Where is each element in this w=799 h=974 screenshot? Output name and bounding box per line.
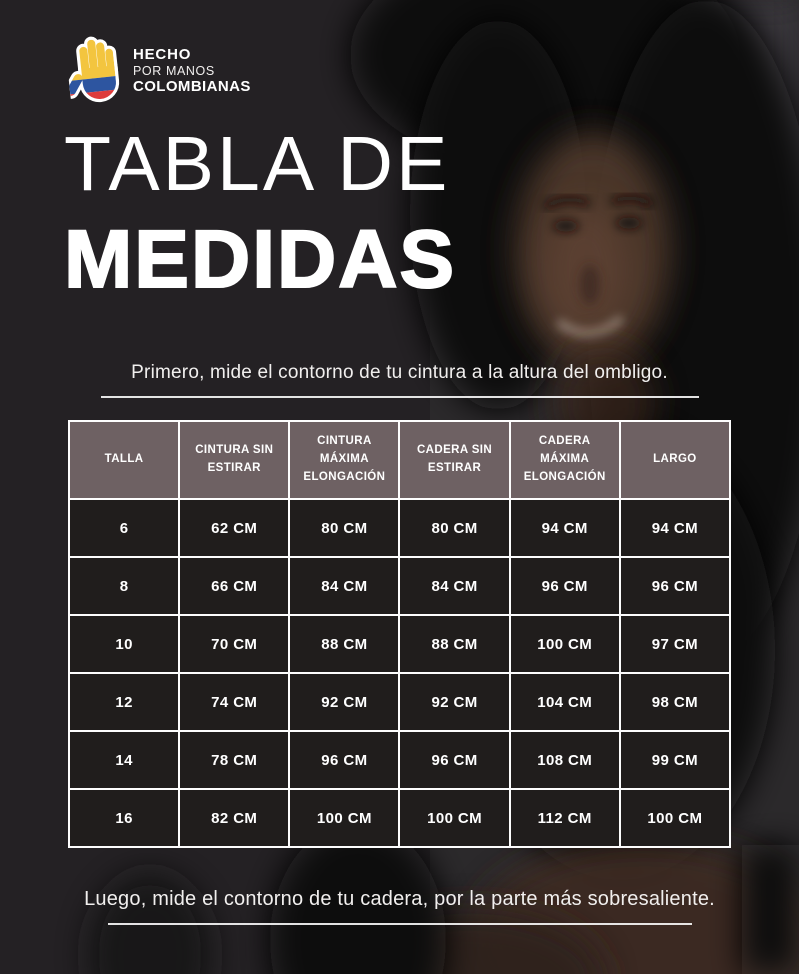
cell-value: 97 CM <box>618 614 732 674</box>
cell-value: 66 CM <box>178 556 291 616</box>
cell-value: 84 CM <box>398 556 511 616</box>
cell-value: 92 CM <box>288 672 401 732</box>
divider-line <box>107 923 692 925</box>
cell-value: 84 CM <box>288 556 401 616</box>
cell-size: 6 <box>67 498 181 558</box>
column-header-talla: TALLA <box>67 420 181 500</box>
table-row-size-12: 12 74 CM 92 CM 92 CM 104 CM 98 CM <box>67 672 732 732</box>
cell-value: 92 CM <box>398 672 511 732</box>
cell-value: 98 CM <box>618 672 732 732</box>
cell-value: 112 CM <box>508 788 621 848</box>
cell-value: 96 CM <box>398 730 511 790</box>
table-row-size-14: 14 78 CM 96 CM 96 CM 108 CM 99 CM <box>67 730 732 790</box>
cell-value: 62 CM <box>178 498 291 558</box>
cell-value: 78 CM <box>178 730 291 790</box>
brand-logo: HECHO POR MANOS COLOMBIANAS <box>64 32 251 110</box>
cell-size: 8 <box>67 556 181 616</box>
column-header-cintura-sin-estirar: CINTURA SIN ESTIRAR <box>178 420 291 500</box>
column-header-cadera-maxima-elongacion: CADERA MÁXIMA ELONGACIÓN <box>508 420 621 500</box>
cell-value: 88 CM <box>398 614 511 674</box>
column-header-largo: LARGO <box>618 420 732 500</box>
cell-value: 82 CM <box>178 788 291 848</box>
waist-instruction-text: Primero, mide el contorno de tu cintura … <box>131 362 668 383</box>
divider-line <box>100 396 699 398</box>
cell-value: 104 CM <box>508 672 621 732</box>
cell-value: 100 CM <box>618 788 732 848</box>
cell-value: 80 CM <box>288 498 401 558</box>
hand-colombian-flag-icon <box>64 36 120 103</box>
table-row-size-6: 6 62 CM 80 CM 80 CM 94 CM 94 CM <box>67 498 732 558</box>
size-table-container: TALLA CINTURA SIN ESTIRAR CINTURA MÁXIMA… <box>67 420 732 848</box>
header-row: TALLA CINTURA SIN ESTIRAR CINTURA MÁXIMA… <box>67 420 732 500</box>
cell-size: 16 <box>67 788 181 848</box>
cell-value: 100 CM <box>508 614 621 674</box>
table-row-size-8: 8 66 CM 84 CM 84 CM 96 CM 96 CM <box>67 556 732 616</box>
cell-value: 88 CM <box>288 614 401 674</box>
brand-name-line2: POR MANOS <box>133 63 215 78</box>
cell-value: 74 CM <box>178 672 291 732</box>
brand-name-line1: HECHO <box>133 46 192 64</box>
table-row-size-16: 16 82 CM 100 CM 100 CM 112 CM 100 CM <box>67 788 732 848</box>
hip-instruction: Luego, mide el contorno de tu cadera, po… <box>0 888 799 925</box>
cell-size: 12 <box>67 672 181 732</box>
column-header-cadera-sin-estirar: CADERA SIN ESTIRAR <box>398 420 511 500</box>
cell-size: 10 <box>67 614 181 674</box>
page-title: TABLA DE MEDIDAS <box>63 121 457 305</box>
brand-name: HECHO POR MANOS COLOMBIANAS <box>133 46 251 95</box>
cell-value: 100 CM <box>288 788 401 848</box>
hip-instruction-text: Luego, mide el contorno de tu cadera, po… <box>84 888 715 910</box>
cell-value: 94 CM <box>508 498 621 558</box>
waist-instruction: Primero, mide el contorno de tu cintura … <box>0 362 799 398</box>
page-title-line1: TABLA DE <box>64 121 451 207</box>
cell-value: 96 CM <box>288 730 401 790</box>
cell-value: 96 CM <box>618 556 732 616</box>
cell-size: 14 <box>67 730 181 790</box>
cell-value: 100 CM <box>398 788 511 848</box>
size-table: TALLA CINTURA SIN ESTIRAR CINTURA MÁXIMA… <box>67 420 732 848</box>
cell-value: 80 CM <box>398 498 511 558</box>
cell-value: 99 CM <box>618 730 732 790</box>
column-header-cintura-maxima-elongacion: CINTURA MÁXIMA ELONGACIÓN <box>288 420 401 500</box>
cell-value: 108 CM <box>508 730 621 790</box>
cell-value: 94 CM <box>618 498 732 558</box>
brand-name-line3: COLOMBIANAS <box>133 78 251 96</box>
table-row-size-10: 10 70 CM 88 CM 88 CM 100 CM 97 CM <box>67 614 732 674</box>
cell-value: 70 CM <box>178 614 291 674</box>
page-title-line2: MEDIDAS <box>63 213 457 305</box>
cell-value: 96 CM <box>508 556 621 616</box>
